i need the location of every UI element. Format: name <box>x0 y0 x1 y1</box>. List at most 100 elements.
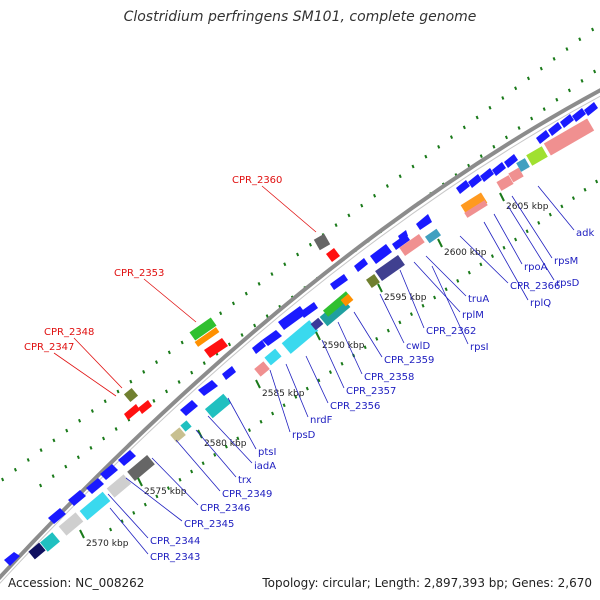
gene-feature[interactable] <box>278 306 306 330</box>
gene-feature[interactable] <box>560 114 574 128</box>
tick-mark <box>282 403 286 408</box>
gene-feature[interactable] <box>118 450 136 466</box>
gene-feature[interactable] <box>526 146 548 166</box>
gene-feature[interactable] <box>398 230 408 240</box>
gene-label[interactable]: cwlD <box>406 341 430 352</box>
gene-feature[interactable] <box>330 274 348 290</box>
gene-feature[interactable] <box>180 420 192 432</box>
tick-mark <box>542 107 546 112</box>
gene-feature[interactable] <box>319 297 351 327</box>
gene-feature[interactable] <box>340 293 354 307</box>
gene-label[interactable]: rpsI <box>470 342 489 353</box>
gene-feature[interactable] <box>508 167 524 183</box>
gene-feature[interactable] <box>40 532 60 552</box>
gene-feature[interactable] <box>496 175 514 191</box>
gene-feature[interactable] <box>326 248 340 262</box>
gene-feature[interactable] <box>58 512 84 536</box>
gene-feature[interactable] <box>366 274 380 288</box>
gene-feature[interactable] <box>536 130 550 144</box>
gene-feature[interactable] <box>492 162 506 176</box>
gene-label[interactable]: truA <box>468 294 489 305</box>
gene-feature[interactable] <box>79 491 111 521</box>
gene-label[interactable]: CPR_2362 <box>426 326 476 337</box>
gene-feature[interactable] <box>572 108 586 122</box>
gene-label[interactable]: CPR_2347 <box>24 342 74 353</box>
gene-feature[interactable] <box>204 393 232 419</box>
tick-mark <box>236 436 240 441</box>
gene-feature[interactable] <box>584 102 598 116</box>
gene-label[interactable]: CPR_2348 <box>44 327 94 338</box>
gene-feature[interactable] <box>375 255 405 281</box>
gene-feature[interactable] <box>424 228 442 244</box>
gene-label[interactable]: CPR_2353 <box>114 268 164 279</box>
gene-feature[interactable] <box>416 214 432 230</box>
gene-label[interactable]: CPR_2346 <box>200 503 250 514</box>
gene-track-inner[interactable] <box>4 102 598 566</box>
gene-feature[interactable] <box>456 180 470 194</box>
gene-label[interactable]: CPR_2366 <box>510 281 560 292</box>
gene-feature[interactable] <box>100 464 118 480</box>
gene-feature[interactable] <box>504 154 518 168</box>
gene-feature[interactable] <box>264 348 282 366</box>
gene-feature[interactable] <box>468 174 482 188</box>
gene-feature[interactable] <box>254 361 270 377</box>
gene-feature[interactable] <box>180 400 198 416</box>
gene-feature[interactable] <box>354 258 368 272</box>
gene-label[interactable]: CPR_2343 <box>150 552 200 563</box>
gene-feature[interactable] <box>543 118 595 156</box>
gene-feature[interactable] <box>460 192 488 216</box>
gene-label[interactable]: rpoA <box>524 262 548 273</box>
gene-feature[interactable] <box>68 490 86 506</box>
gene-feature[interactable] <box>106 474 132 498</box>
gene-feature[interactable] <box>138 400 152 414</box>
gene-feature[interactable] <box>48 508 66 524</box>
gene-feature[interactable] <box>198 380 218 396</box>
gene-label[interactable]: rpsM <box>554 256 578 267</box>
gene-feature[interactable] <box>252 340 266 354</box>
gene-label[interactable]: trx <box>238 475 252 486</box>
gene-feature[interactable] <box>310 317 324 331</box>
gene-label[interactable]: iadA <box>254 461 276 472</box>
gene-label[interactable]: CPR_2356 <box>330 401 380 412</box>
gene-feature[interactable] <box>370 244 392 264</box>
gene-feature[interactable] <box>86 478 104 494</box>
tick-mark <box>164 389 169 394</box>
gene-feature[interactable] <box>392 234 410 250</box>
gene-feature[interactable] <box>399 234 425 256</box>
gene-feature[interactable] <box>124 404 140 420</box>
gene-label[interactable]: ptsI <box>258 447 276 458</box>
gene-feature[interactable] <box>262 330 282 346</box>
gene-label[interactable]: rpsD <box>292 430 316 441</box>
gene-feature[interactable] <box>548 122 562 136</box>
gene-label[interactable]: CPR_2345 <box>184 519 234 530</box>
gene-feature[interactable] <box>127 455 155 481</box>
gene-label[interactable]: rplQ <box>530 298 551 309</box>
gene-label[interactable]: CPR_2344 <box>150 536 200 547</box>
gene-label[interactable]: rplM <box>462 310 484 321</box>
gene-feature[interactable] <box>516 158 530 172</box>
gene-feature[interactable] <box>204 338 228 358</box>
gene-feature[interactable] <box>300 302 318 318</box>
gene-feature[interactable] <box>194 327 220 347</box>
gene-feature[interactable] <box>480 168 494 182</box>
gene-label[interactable]: CPR_2359 <box>384 355 434 366</box>
gene-label[interactable]: CPR_2349 <box>222 489 272 500</box>
gene-feature[interactable] <box>4 552 20 566</box>
gene-label[interactable]: adk <box>576 228 594 239</box>
gene-label[interactable]: CPR_2357 <box>346 386 396 397</box>
gene-feature[interactable] <box>313 233 331 251</box>
gene-label[interactable]: rpsD <box>556 278 580 289</box>
gene-label[interactable]: CPR_2360 <box>232 175 282 186</box>
gene-feature[interactable] <box>123 387 139 403</box>
tick-mark <box>433 295 437 300</box>
gene-feature[interactable] <box>170 427 186 443</box>
gene-feature[interactable] <box>281 320 319 354</box>
gene-feature[interactable] <box>464 200 488 218</box>
gene-feature[interactable] <box>222 366 236 380</box>
gene-label[interactable]: nrdF <box>310 415 333 426</box>
gene-label[interactable]: CPR_2358 <box>364 372 414 383</box>
gene-feature[interactable] <box>28 542 46 560</box>
gene-track-outer[interactable] <box>123 233 340 420</box>
gene-feature[interactable] <box>189 317 217 341</box>
